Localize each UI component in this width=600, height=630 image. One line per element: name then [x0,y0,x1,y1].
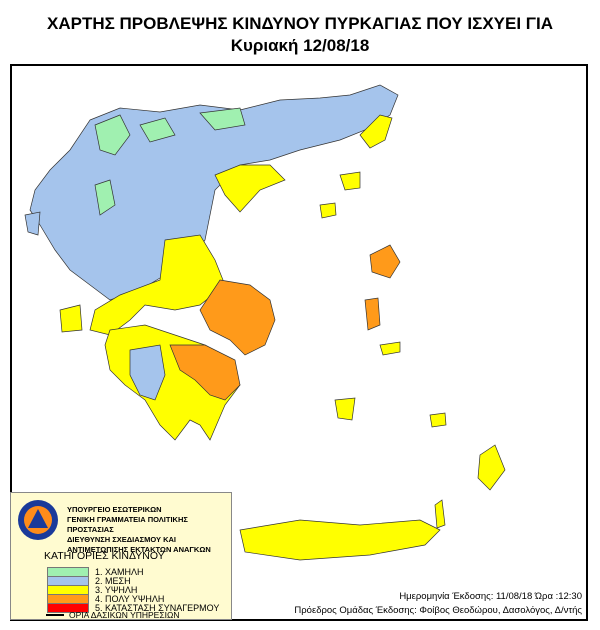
island-lesvos [369,244,401,279]
boundary-label: ΟΡΙΑ ΔΑΣΙΚΩΝ ΥΠΗΡΕΣΙΩΝ [69,610,180,620]
region-very-high-pelop [169,344,241,401]
region-low-north-1 [94,114,131,156]
island-corfu [24,211,41,236]
region-very-high-attica [199,279,276,356]
region-low-north-3 [199,107,246,131]
legend-item-alarm: 5. ΚΑΤΑΣΤΑΣΗ ΣΥΝΑΓΕΡΜΟΥ [47,603,219,613]
legend-label: 2. ΜΕΣΗ [95,576,131,586]
island-samos [379,341,401,356]
region-low-north-2 [139,117,176,143]
island-kefalonia [59,304,83,333]
legend-boundary: ΟΡΙΑ ΔΑΣΙΚΩΝ ΥΠΗΡΕΣΙΩΝ [46,610,179,620]
org-line: ΥΠΟΥΡΓΕΙΟ ΕΣΩΤΕΡΙΚΩΝ [67,505,162,514]
swatch [47,603,89,613]
region-high-thrace [359,114,393,149]
legend-label: 5. ΚΑΤΑΣΤΑΣΗ ΣΥΝΑΓΕΡΜΟΥ [95,603,220,613]
map-title: ΧΑΡΤΗΣ ΠΡΟΒΛΕΨΗΣ ΚΙΝΔΥΝΟΥ ΠΥΡΚΑΓΙΑΣ ΠΟΥ … [46,14,553,33]
greece-risk-map [24,84,506,561]
org-line: ΓΕΝΙΚΗ ΓΡΑΜΜΑΤΕΙΑ ΠΟΛΙΤΙΚΗΣ ΠΡΟΣΤΑΣΙΑΣ [67,515,188,534]
region-high-macedonia [214,164,286,213]
map-date: Κυριακή 12/08/18 [230,36,370,55]
legend-label: 1. ΧΑΜΗΛΗ [95,567,144,577]
region-low-west [94,179,116,216]
legend-label: 4. ΠΟΛΥ ΥΨΗΛΗ [95,594,165,604]
island-thasos [319,202,337,219]
island-rhodes [477,444,506,491]
island-crete [239,519,441,561]
legend-label: 3. ΥΨΗΛΗ [95,585,138,595]
org-line: ΑΝΤΙΜΕΤΩΠΙΣΗΣ ΕΚΤΑΚΤΩΝ ΑΝΑΓΚΩΝ [67,545,211,554]
issue-date: Ημερομηνία Έκδοσης: 11/08/18 Ώρα :12:30 [399,591,582,602]
island-naxos [334,397,356,421]
island-chios [364,297,381,331]
legend: ΥΠΟΥΡΓΕΙΟ ΕΣΩΤΕΡΙΚΩΝ ΓΕΝΙΚΗ ΓΡΑΜΜΑΤΕΙΑ Π… [10,492,232,620]
boundary-line-icon [46,614,64,616]
issue-author: Πρόεδρος Ομάδας Έκδοσης: Φοίβος Θεοδώρου… [294,605,582,616]
categories-title: ΚΑΤΗΓΟΡΙΕΣ ΚΙΝΔΥΝΟΥ [44,550,165,562]
organization-name: ΥΠΟΥΡΓΕΙΟ ΕΣΩΤΕΡΙΚΩΝ ΓΕΝΙΚΗ ΓΡΑΜΜΑΤΕΙΑ Π… [67,505,231,555]
island-kos [429,412,447,428]
island-limnos [339,171,361,191]
region-high-central [89,234,226,336]
civil-protection-logo [18,500,58,540]
region-medium-pelop [129,344,166,401]
island-karpathos [434,499,446,529]
org-line: ΔΙΕΥΘΥΝΣΗ ΣΧΕΔΙΑΣΜΟΥ ΚΑΙ [67,535,177,544]
